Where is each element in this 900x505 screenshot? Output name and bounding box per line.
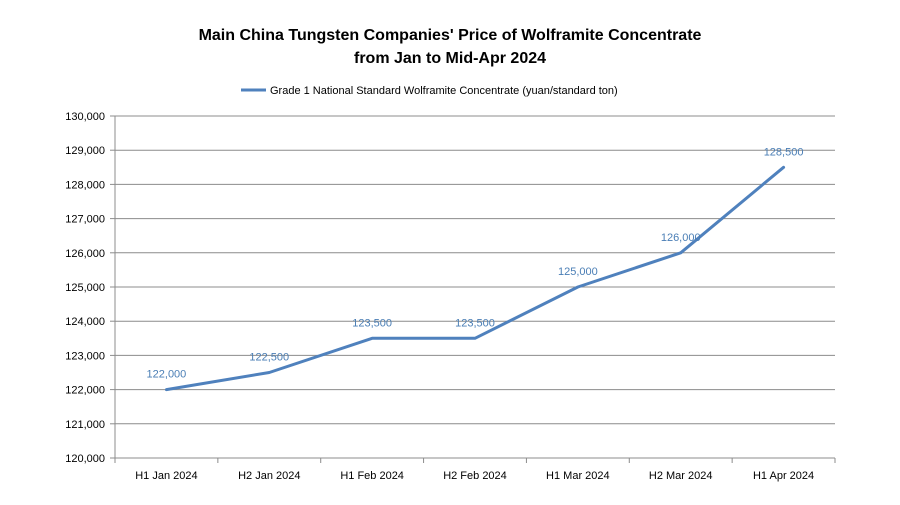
chart-title-line2: from Jan to Mid-Apr 2024 xyxy=(354,50,546,67)
legend: Grade 1 National Standard Wolframite Con… xyxy=(241,85,618,97)
series-line xyxy=(164,165,786,392)
data-label: 126,000 xyxy=(661,232,701,244)
data-label: 123,500 xyxy=(352,317,392,329)
data-label: 125,000 xyxy=(558,266,598,278)
series-layer xyxy=(164,165,786,392)
y-tick-label: 127,000 xyxy=(65,214,105,226)
x-tick-label: H1 Mar 2024 xyxy=(546,470,610,482)
data-labels: 122,000 122,500 123,500 123,500 125,000 126,0… xyxy=(147,146,804,380)
y-axis-tick-labels: 120,000 121,000 122,000 123,000 124,000 125,0… xyxy=(65,111,105,465)
y-tick-label: 129,000 xyxy=(65,145,105,157)
y-tick-label: 122,000 xyxy=(65,385,105,397)
y-tick-label: 121,000 xyxy=(65,419,105,431)
data-label: 128,500 xyxy=(764,146,804,158)
gridlines xyxy=(110,115,835,459)
data-label: 123,500 xyxy=(455,317,495,329)
x-tick-label: H2 Feb 2024 xyxy=(443,470,507,482)
x-axis: H1 Jan 2024 H2 Jan 2024 H1 Feb 2024 H2 Feb … xyxy=(114,116,836,482)
x-tick-label: H1 Jan 2024 xyxy=(135,470,197,482)
chart-title-line1: Main China Tungsten Companies' Price of … xyxy=(199,27,702,44)
data-label: 122,500 xyxy=(249,352,289,364)
y-tick-label: 125,000 xyxy=(65,282,105,294)
y-tick-label: 130,000 xyxy=(65,111,105,123)
y-tick-label: 128,000 xyxy=(65,179,105,191)
x-tick-label: H1 Feb 2024 xyxy=(340,470,404,482)
x-tick-label: H2 Jan 2024 xyxy=(238,470,300,482)
y-tick-label: 120,000 xyxy=(65,453,105,465)
y-tick-label: 126,000 xyxy=(65,248,105,260)
legend-label: Grade 1 National Standard Wolframite Con… xyxy=(270,85,618,97)
x-tick-label: H1 Apr 2024 xyxy=(753,470,814,482)
y-tick-label: 123,000 xyxy=(65,350,105,362)
x-tick-label: H2 Mar 2024 xyxy=(649,470,713,482)
y-tick-label: 124,000 xyxy=(65,316,105,328)
data-label: 122,000 xyxy=(147,369,187,381)
